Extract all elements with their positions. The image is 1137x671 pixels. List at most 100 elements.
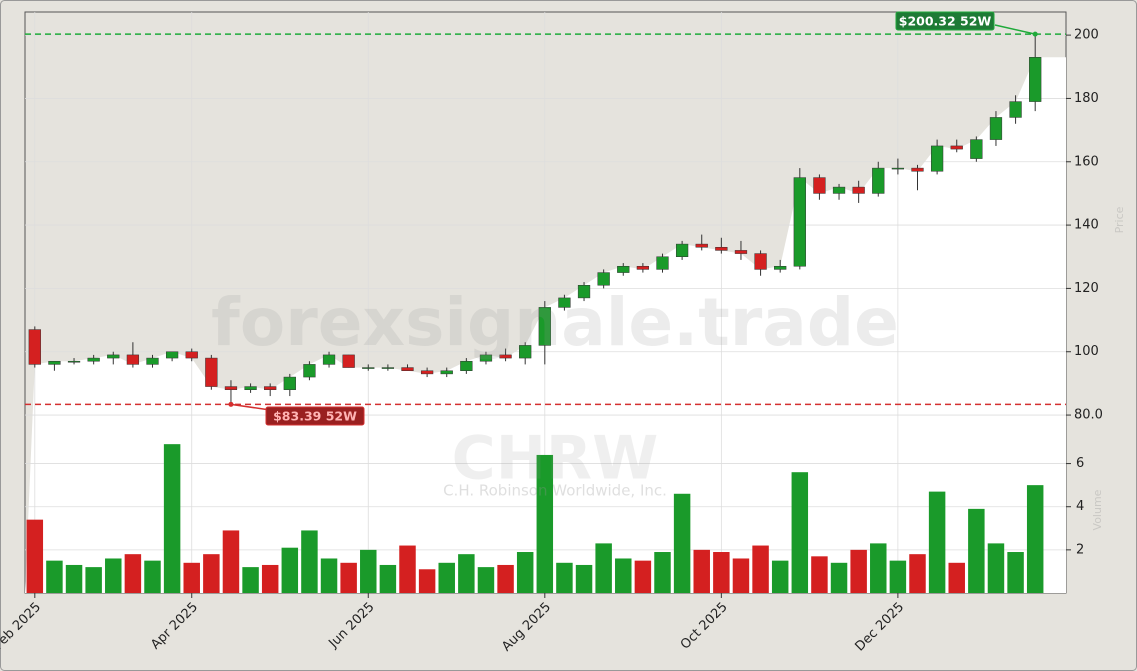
candle-body (793, 177, 806, 267)
volume-bar (948, 562, 965, 593)
annotation-box (265, 406, 365, 426)
candle-body (165, 351, 179, 359)
volume-bar (183, 562, 200, 593)
volume-bar (203, 554, 220, 593)
y-tick-label: 80.0 (1074, 408, 1103, 423)
candle-body (577, 284, 591, 299)
volume-bar (340, 562, 357, 593)
candle-body (930, 145, 944, 172)
volume-bar (261, 564, 279, 593)
candle-body (460, 360, 473, 371)
candle-body (1029, 57, 1042, 102)
volume-bar (399, 545, 416, 593)
candle-body (832, 186, 846, 194)
volume-bar (418, 569, 436, 593)
y2-tick-label: 4 (1076, 499, 1084, 514)
candle-body (303, 364, 316, 378)
volume-bar (811, 556, 828, 593)
company-name: C.H. Robinson Worldwide, Inc. (443, 482, 667, 500)
candle-body (479, 354, 493, 362)
candle-body (401, 367, 414, 371)
volume-bar (713, 552, 730, 593)
candle-body (107, 354, 120, 359)
y2-tick-label: 2 (1076, 542, 1084, 557)
annotation-label: $83.39 52W (273, 409, 357, 424)
volume-bar (360, 549, 377, 593)
candle-body (264, 386, 277, 390)
candle-body (420, 370, 434, 375)
volume-bar (85, 567, 102, 593)
volume-bar (968, 508, 985, 593)
candle-body (813, 177, 826, 194)
volume-bar (673, 493, 691, 593)
candle-body (185, 351, 198, 359)
candle-body (283, 376, 296, 390)
volume-bar (556, 562, 573, 593)
candle-body (950, 145, 963, 150)
volume-bar (458, 554, 475, 593)
volume-bar (124, 554, 142, 593)
volume-bar (301, 530, 318, 593)
candle-body (695, 243, 708, 248)
volume-bar (575, 564, 593, 593)
volume-bar (516, 552, 534, 593)
y-tick-label: 120 (1074, 281, 1099, 296)
candle-body (48, 360, 61, 365)
candle-body (440, 370, 453, 375)
volume-bar (163, 444, 181, 593)
y2-axis-label: Volume (1091, 489, 1104, 530)
candle-body (224, 386, 238, 390)
candle-body (734, 250, 748, 254)
volume-bar (752, 545, 769, 593)
arrow-head (1032, 31, 1038, 37)
candle-body (656, 256, 669, 270)
volume-bar (615, 558, 632, 593)
y2-tick-label: 6 (1076, 456, 1084, 471)
volume-bar (379, 564, 397, 593)
candle-body (970, 139, 983, 159)
y-tick-label: 160 (1074, 154, 1099, 169)
candle-body (362, 367, 375, 369)
volume-bar (595, 543, 612, 593)
candle-body (891, 167, 905, 170)
y-tick-label: 100 (1074, 344, 1099, 359)
volume-bar (65, 564, 83, 593)
volume-bar (987, 543, 1005, 593)
candle-body (87, 357, 100, 362)
candle-body (205, 357, 218, 387)
volume-bar (928, 491, 946, 593)
candle-body (911, 167, 924, 172)
annotation-arrow (230, 403, 271, 411)
y-tick-label: 140 (1074, 218, 1099, 233)
candle-body (126, 354, 140, 365)
volume-bar (320, 558, 338, 593)
candle-body (381, 367, 395, 369)
volume-bar (222, 530, 240, 593)
candle-body (675, 243, 689, 257)
candle-body (67, 360, 81, 363)
volume-bar (732, 558, 750, 593)
candle-body (1009, 101, 1022, 118)
candle-body (636, 265, 650, 270)
candle-body (715, 246, 728, 251)
volume-bar (281, 547, 299, 593)
volume-bar (693, 549, 710, 593)
volume-bar (1026, 485, 1044, 593)
y-tick-label: 180 (1074, 91, 1099, 106)
volume-bar (771, 560, 789, 593)
annotation-box (895, 11, 995, 31)
y-tick-label: 200 (1074, 28, 1099, 43)
candle-body (322, 354, 336, 365)
volume-bar (909, 554, 926, 593)
volume-bar (830, 562, 848, 593)
volume-bar (654, 552, 671, 593)
candle-body (146, 357, 159, 365)
volume-bar (438, 562, 455, 593)
annotation-label: $200.32 52W (899, 14, 992, 29)
candle-body (617, 265, 630, 273)
volume-bar (850, 549, 867, 593)
candle-body (774, 265, 787, 270)
volume-bar (144, 560, 161, 593)
